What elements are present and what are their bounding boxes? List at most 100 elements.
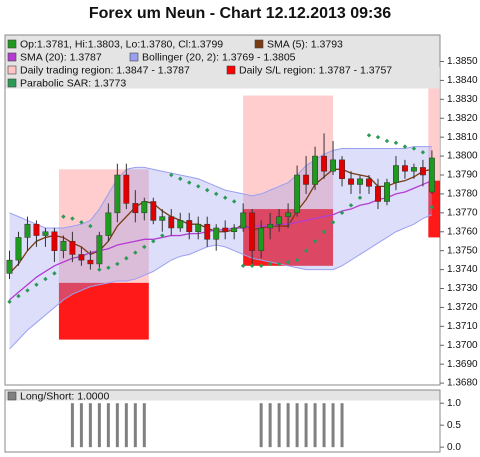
- candle-body: [249, 212, 256, 251]
- candle-body: [60, 240, 67, 251]
- candle-body: [231, 227, 238, 233]
- sar-dot: [249, 263, 255, 269]
- candle-body: [428, 157, 435, 193]
- y-tick-label: 1.3740: [447, 264, 478, 275]
- sar-dot: [214, 191, 219, 197]
- region: [428, 180, 440, 238]
- y-tick-label: 1.3850: [447, 56, 478, 67]
- sar-dot: [16, 293, 21, 299]
- legend-background: [5, 390, 440, 401]
- candle-body: [186, 220, 193, 233]
- sar-dot: [115, 261, 120, 267]
- sar-dot: [88, 223, 93, 229]
- bar: [133, 403, 137, 448]
- sar-dot: [25, 288, 30, 293]
- sar-dot: [34, 282, 39, 287]
- candle-body: [393, 165, 399, 183]
- sar-dot: [411, 146, 417, 151]
- bar: [142, 403, 146, 448]
- sar-dot: [133, 250, 138, 255]
- sar-dot: [106, 265, 111, 270]
- sar-dot: [429, 204, 435, 210]
- candle-body: [366, 178, 372, 187]
- candle-body: [150, 201, 157, 221]
- candle-body: [348, 178, 354, 185]
- candle-body: [6, 259, 13, 274]
- legend-background: [5, 35, 440, 89]
- sar-dot: [142, 244, 147, 250]
- y-tick-label: 1.3830: [447, 94, 478, 105]
- y-tick-label: 0.5: [447, 420, 461, 431]
- sar-dot: [205, 187, 210, 193]
- sar-dot: [52, 271, 57, 276]
- bar: [331, 403, 335, 448]
- candle-body: [105, 212, 112, 236]
- bar: [97, 403, 101, 448]
- sar-dot: [43, 276, 48, 282]
- y-tick-label: 1.0: [447, 398, 461, 409]
- candle-body: [24, 223, 31, 238]
- y-tick-label: 1.3690: [447, 359, 478, 370]
- candle-body: [69, 240, 76, 255]
- candle-body: [330, 159, 336, 172]
- candle-body: [114, 174, 121, 214]
- candle-body: [15, 237, 22, 261]
- y-tick-label: 1.3780: [447, 189, 478, 200]
- candle-body: [240, 212, 247, 229]
- legend-label: Parabolic SAR: 1.3773: [20, 77, 126, 89]
- candle-body: [267, 223, 274, 229]
- legend-label: Long/Short: 1.0000: [20, 390, 109, 402]
- candle-body: [132, 203, 139, 214]
- candle-body: [339, 159, 345, 180]
- sar-dot: [267, 261, 273, 267]
- candle-body: [78, 254, 85, 261]
- region: [428, 67, 440, 181]
- sar-dot: [240, 263, 246, 269]
- y-tick-label: 0.0: [447, 442, 461, 453]
- sar-dot: [178, 176, 183, 181]
- sar-dot: [169, 172, 174, 178]
- sar-dot: [97, 267, 102, 272]
- candle-body: [87, 259, 94, 265]
- bollinger-edge: [9, 214, 433, 350]
- candle-body: [141, 201, 148, 214]
- legend-swatch: [254, 39, 264, 49]
- candle-body: [419, 167, 426, 176]
- sar-dot: [321, 229, 327, 234]
- sar-dot: [79, 220, 84, 225]
- y-tick-label: 1.3810: [447, 132, 478, 143]
- legend-swatch: [7, 391, 17, 401]
- bar: [79, 403, 83, 448]
- y-tick-label: 1.3680: [447, 378, 478, 389]
- candle-body: [123, 174, 130, 204]
- bar: [259, 403, 263, 448]
- candle-body: [204, 223, 211, 240]
- legend-swatch: [226, 65, 236, 75]
- y-tick-label: 1.3700: [447, 340, 478, 351]
- legend-label: Daily S/L region: 1.3787 - 1.3757: [239, 64, 392, 76]
- sar-dot: [366, 133, 372, 138]
- chart-title: Forex um Neun - Chart 12.12.2013 09:36: [89, 5, 391, 22]
- candle-body: [258, 227, 265, 251]
- sar-dot: [348, 203, 354, 208]
- y-tick-label: 1.3790: [447, 170, 478, 181]
- legend-label: Op:1.3781, Hi:1.3803, Lo:1.3780, Cl:1.37…: [20, 38, 223, 50]
- candle-body: [294, 174, 301, 214]
- candle-body: [42, 231, 49, 236]
- sar-dot: [160, 233, 165, 238]
- sar-dot: [339, 210, 345, 216]
- bar: [295, 403, 299, 448]
- legend-label: SMA (20): 1.3787: [20, 51, 102, 63]
- sar-dot: [187, 180, 192, 185]
- bar: [322, 403, 326, 448]
- candle-body: [222, 227, 229, 233]
- bar: [304, 403, 308, 448]
- bar: [313, 403, 317, 448]
- bar: [277, 403, 281, 448]
- y-tick-label: 1.3710: [447, 321, 478, 332]
- candle-body: [168, 216, 175, 229]
- candle-body: [51, 231, 58, 251]
- sar-dot: [285, 259, 291, 265]
- bollinger-edge: [9, 146, 432, 229]
